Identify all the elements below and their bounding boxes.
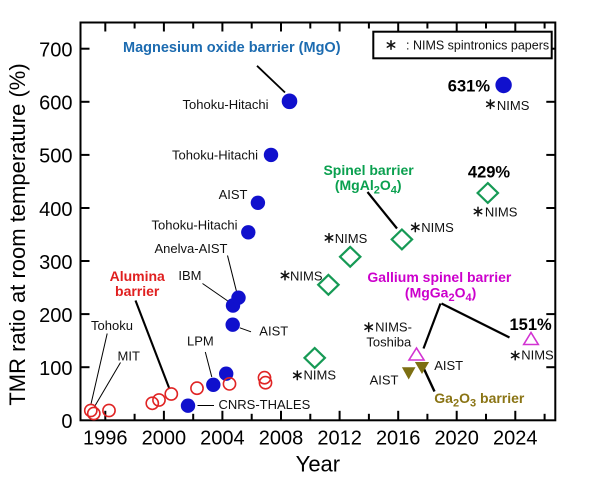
svg-text:0: 0 (61, 411, 72, 433)
svg-text:Gallium spinel barrier: Gallium spinel barrier (367, 269, 511, 285)
svg-text:600: 600 (39, 93, 72, 115)
svg-text:NIMS: NIMS (290, 269, 323, 284)
svg-text:NIMS: NIMS (497, 98, 530, 113)
svg-text:NIMS-: NIMS- (375, 320, 412, 335)
svg-text:barrier: barrier (115, 283, 160, 299)
svg-text:Anelva-AIST: Anelva-AIST (155, 241, 228, 256)
svg-text:LPM: LPM (187, 334, 214, 349)
svg-text:Tohoku: Tohoku (91, 318, 133, 333)
svg-text:Toshiba: Toshiba (366, 334, 412, 349)
svg-text:IBM: IBM (178, 268, 201, 283)
svg-text:(MgGa2O4): (MgGa2O4) (405, 285, 476, 305)
svg-text:2020: 2020 (434, 428, 479, 450)
svg-text:NIMS: NIMS (521, 348, 554, 363)
svg-text:(MgAl2O4): (MgAl2O4) (335, 177, 402, 197)
svg-text:CNRS-THALES: CNRS-THALES (219, 397, 311, 412)
svg-text:2024: 2024 (493, 428, 538, 450)
svg-text:Tohoku-Hitachi: Tohoku-Hitachi (172, 147, 258, 162)
svg-text:300: 300 (39, 252, 72, 274)
svg-text:Spinel barrier: Spinel barrier (323, 162, 414, 178)
svg-text:TMR ratio at room temperature: TMR ratio at room temperature (%) (5, 63, 30, 405)
svg-text:AIST: AIST (259, 323, 288, 338)
svg-text:AIST: AIST (219, 187, 248, 202)
svg-text:Year: Year (296, 452, 340, 477)
svg-text:AIST: AIST (434, 358, 463, 373)
svg-text:1996: 1996 (83, 428, 128, 450)
svg-text:100: 100 (39, 358, 72, 380)
svg-text:700: 700 (39, 40, 72, 62)
svg-text:2008: 2008 (259, 428, 304, 450)
svg-text:AIST: AIST (370, 372, 399, 387)
svg-text:NIMS: NIMS (421, 220, 454, 235)
svg-text:Alumina: Alumina (110, 268, 165, 284)
svg-text:MIT: MIT (118, 349, 140, 364)
svg-text:631%: 631% (448, 78, 491, 96)
svg-text:2000: 2000 (142, 428, 187, 450)
svg-text:Tohoku-Hitachi: Tohoku-Hitachi (152, 218, 238, 233)
svg-text:200: 200 (39, 305, 72, 327)
svg-text:2004: 2004 (200, 428, 245, 450)
svg-text:500: 500 (39, 146, 72, 168)
svg-text:NIMS: NIMS (304, 367, 337, 382)
svg-text:2016: 2016 (376, 428, 421, 450)
svg-text:Magnesium oxide barrier (MgO): Magnesium oxide barrier (MgO) (123, 40, 341, 56)
svg-text:429%: 429% (468, 164, 511, 182)
svg-text:NIMS: NIMS (485, 205, 518, 220)
svg-text:400: 400 (39, 199, 72, 221)
svg-text:2012: 2012 (317, 428, 362, 450)
svg-text:151%: 151% (509, 316, 552, 334)
svg-text:NIMS: NIMS (335, 231, 368, 246)
svg-text:Tohoku-Hitachi: Tohoku-Hitachi (183, 97, 269, 112)
svg-text:: NIMS spintronics papers: : NIMS spintronics papers (406, 39, 549, 53)
